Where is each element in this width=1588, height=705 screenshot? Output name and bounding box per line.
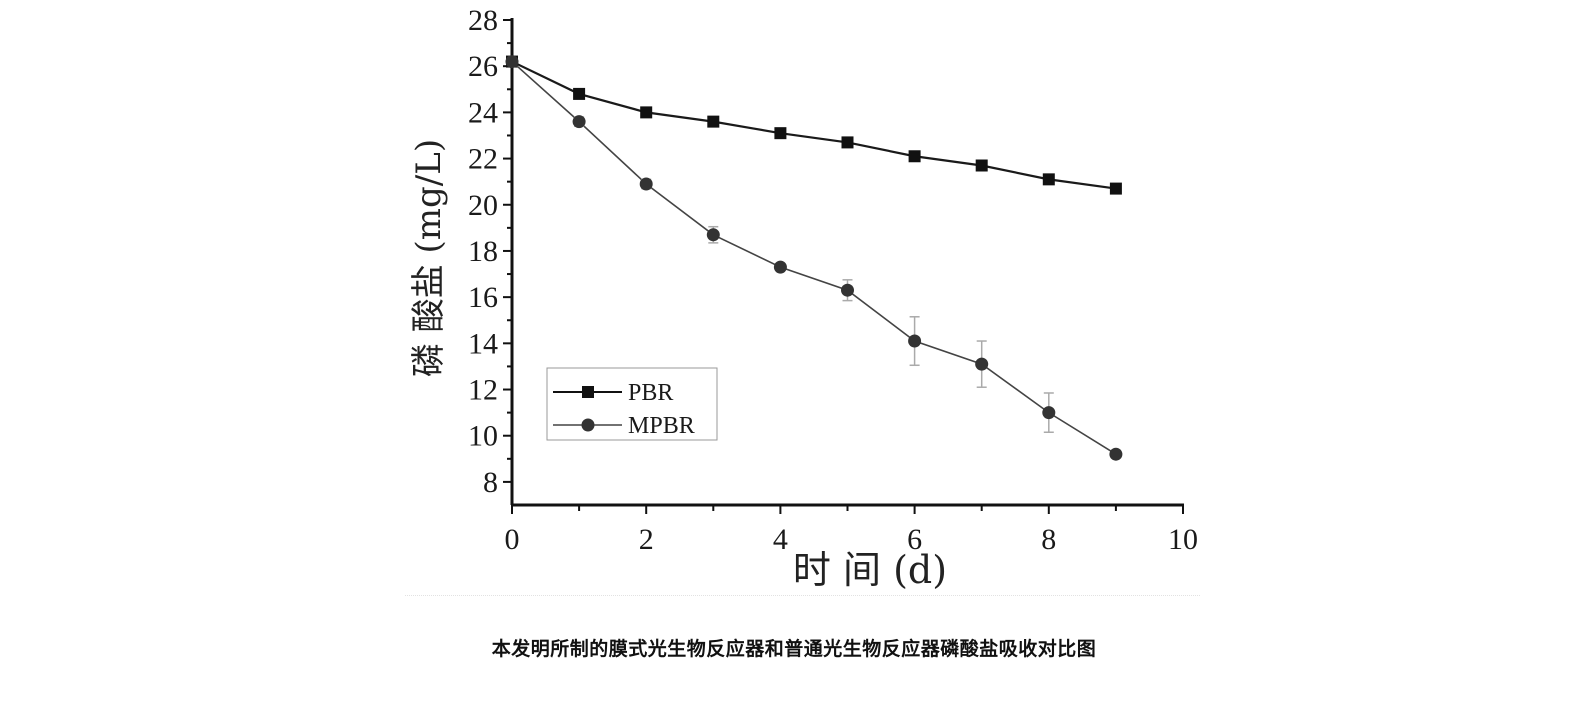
data-point-circle-icon xyxy=(975,357,989,371)
legend-pbr-marker-icon xyxy=(582,386,594,398)
legend: PBR MPBR xyxy=(546,367,718,441)
series xyxy=(505,55,1123,461)
data-point-square-icon xyxy=(1109,182,1122,195)
data-point-circle-icon xyxy=(1042,406,1056,420)
data-point-circle-icon xyxy=(505,55,519,69)
y-tick-label: 16 xyxy=(468,281,498,314)
figure-caption: 本发明所制的膜式光生物反应器和普通光生物反应器磷酸盐吸收对比图 xyxy=(491,638,1097,660)
x-tick-label: 2 xyxy=(639,523,654,556)
data-point-square-icon xyxy=(640,106,653,119)
data-point-square-icon xyxy=(841,136,854,149)
x-tick-label: 0 xyxy=(505,523,520,556)
series-mpbr xyxy=(505,55,1123,461)
x-tick-label: 6 xyxy=(907,523,922,556)
data-point-circle-icon xyxy=(1109,447,1123,461)
x-axis-title: 时 间 (d) xyxy=(793,548,947,592)
data-point-square-icon xyxy=(975,159,988,172)
x-tick-label: 4 xyxy=(773,523,788,556)
legend-box xyxy=(546,367,718,441)
data-point-square-icon xyxy=(774,127,787,140)
data-point-circle-icon xyxy=(908,334,922,348)
data-point-circle-icon xyxy=(639,177,653,191)
y-tick-label: 18 xyxy=(468,235,498,268)
y-tick-label: 8 xyxy=(483,466,498,499)
data-point-square-icon xyxy=(573,87,586,100)
y-tick-label: 20 xyxy=(468,189,498,222)
data-point-square-icon xyxy=(707,115,720,128)
y-tick-label: 14 xyxy=(468,327,498,360)
series-line xyxy=(511,60,1117,455)
data-point-circle-icon xyxy=(841,283,854,297)
x-tick-label: 10 xyxy=(1168,523,1198,556)
y-tick-label: 22 xyxy=(468,143,498,176)
y-tick-label: 28 xyxy=(468,4,498,37)
legend-mpbr-marker-icon xyxy=(581,418,595,432)
y-tick-label: 24 xyxy=(468,96,498,129)
data-point-square-icon xyxy=(1042,173,1055,186)
legend-label-mpbr: MPBR xyxy=(628,413,695,439)
series-line xyxy=(511,60,1117,190)
series-pbr xyxy=(506,55,1122,195)
caption-separator xyxy=(405,595,1200,596)
data-point-circle-icon xyxy=(773,260,787,274)
legend-label-pbr: PBR xyxy=(628,380,673,406)
data-point-square-icon xyxy=(908,150,921,163)
data-point-circle-icon xyxy=(572,115,586,129)
y-tick-label: 26 xyxy=(468,50,498,83)
y-tick-label: 10 xyxy=(468,420,498,453)
y-tick-label: 12 xyxy=(468,374,498,407)
y-axis-title: 磷 酸盐 (mg/L) xyxy=(409,139,449,377)
x-tick-label: 8 xyxy=(1041,523,1056,556)
data-point-circle-icon xyxy=(706,228,720,242)
